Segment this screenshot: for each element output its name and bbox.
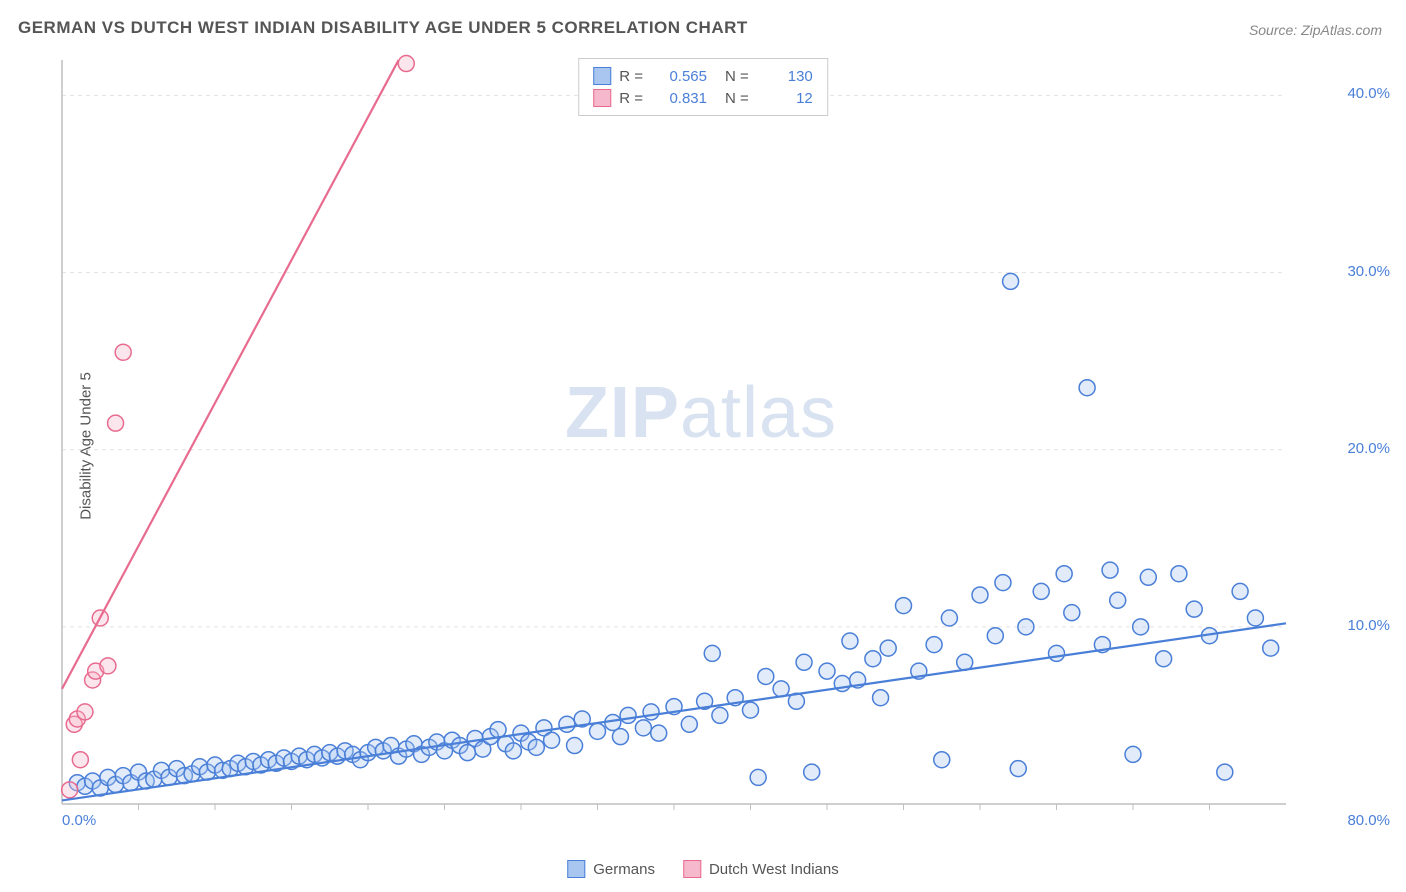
legend-swatch xyxy=(593,89,611,107)
n-label: N = xyxy=(725,90,749,107)
legend-series-label: Germans xyxy=(593,861,655,878)
r-label: R = xyxy=(619,90,643,107)
legend-series: Germans Dutch West Indians xyxy=(567,860,838,878)
n-label: N = xyxy=(725,68,749,85)
x-tick-label: 80.0% xyxy=(1347,812,1390,829)
legend-stats-row: R = 0.831 N = 12 xyxy=(593,87,813,109)
legend-swatch xyxy=(567,860,585,878)
legend-swatch xyxy=(593,67,611,85)
legend-stats-row: R = 0.565 N = 130 xyxy=(593,65,813,87)
scatter-plot xyxy=(56,54,1346,834)
y-tick-label: 10.0% xyxy=(1347,617,1390,634)
source-attribution: Source: ZipAtlas.com xyxy=(1249,22,1382,38)
n-value: 12 xyxy=(761,90,813,107)
chart-title: GERMAN VS DUTCH WEST INDIAN DISABILITY A… xyxy=(18,18,748,38)
r-value: 0.831 xyxy=(655,90,707,107)
y-tick-label: 30.0% xyxy=(1347,263,1390,280)
y-tick-label: 20.0% xyxy=(1347,440,1390,457)
y-tick-label: 40.0% xyxy=(1347,85,1390,102)
r-label: R = xyxy=(619,68,643,85)
chart-area: ZIPatlas xyxy=(56,54,1346,834)
legend-series-item: Germans xyxy=(567,860,655,878)
legend-series-label: Dutch West Indians xyxy=(709,861,839,878)
legend-stats: R = 0.565 N = 130 R = 0.831 N = 12 xyxy=(578,58,828,116)
legend-series-item: Dutch West Indians xyxy=(683,860,839,878)
x-tick-label: 0.0% xyxy=(62,812,96,829)
n-value: 130 xyxy=(761,68,813,85)
legend-swatch xyxy=(683,860,701,878)
r-value: 0.565 xyxy=(655,68,707,85)
